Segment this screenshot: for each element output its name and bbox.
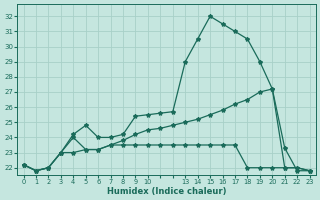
X-axis label: Humidex (Indice chaleur): Humidex (Indice chaleur) bbox=[107, 187, 226, 196]
